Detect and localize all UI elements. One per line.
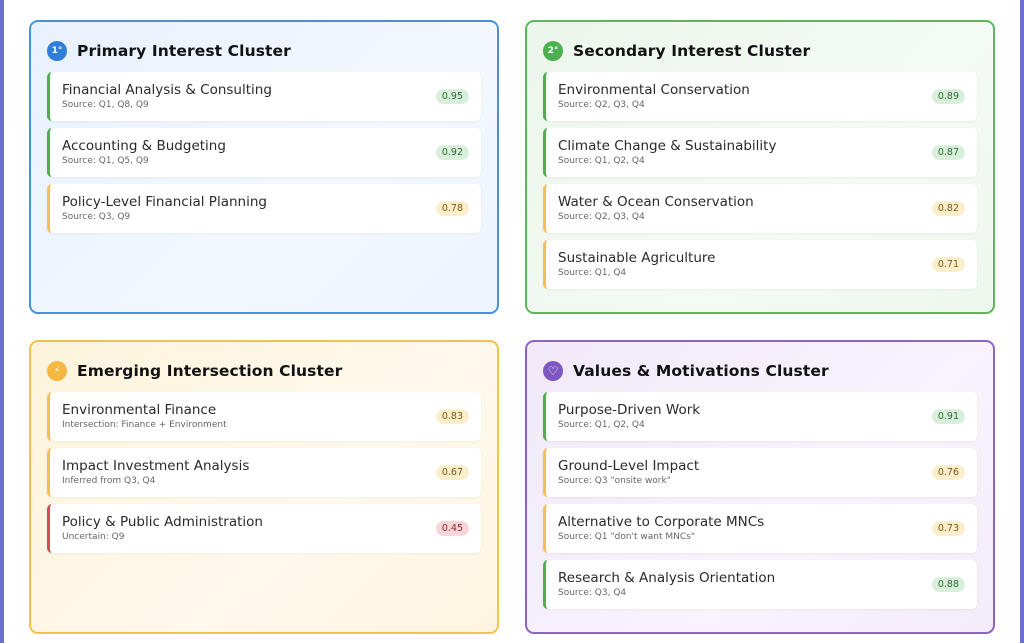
list-item[interactable]: Alternative to Corporate MNCs Source: Q1…: [543, 504, 977, 553]
score-badge: 0.92: [435, 145, 469, 160]
list-item[interactable]: Environmental Finance Intersection: Fina…: [47, 392, 481, 441]
item-source: Inferred from Q3, Q4: [62, 476, 156, 486]
item-title: Impact Investment Analysis: [62, 458, 250, 474]
list-item[interactable]: Financial Analysis & Consulting Source: …: [47, 72, 481, 121]
score-badge: 0.87: [931, 145, 965, 160]
item-source: Source: Q1, Q4: [558, 268, 627, 278]
list-item[interactable]: Research & Analysis Orientation Source: …: [543, 560, 977, 609]
item-title: Environmental Conservation: [558, 82, 750, 98]
list-item[interactable]: Water & Ocean Conservation Source: Q2, Q…: [543, 184, 977, 233]
score-badge: 0.95: [435, 89, 469, 104]
item-title: Water & Ocean Conservation: [558, 194, 754, 210]
item-source: Source: Q3, Q9: [62, 212, 131, 222]
primary-rank-badge: 1°: [47, 41, 67, 61]
card-header: 2° Secondary Interest Cluster: [543, 39, 977, 63]
score-badge: 0.89: [931, 89, 965, 104]
values-motivations-cluster-card: ♡ Values & Motivations Cluster Purpose-D…: [525, 340, 995, 634]
list-item[interactable]: Policy-Level Financial Planning Source: …: [47, 184, 481, 233]
list-item[interactable]: Purpose-Driven Work Source: Q1, Q2, Q4 0…: [543, 392, 977, 441]
card-header: 1° Primary Interest Cluster: [47, 39, 481, 63]
score-badge: 0.82: [931, 201, 965, 216]
score-badge: 0.45: [435, 521, 469, 536]
list-item[interactable]: Sustainable Agriculture Source: Q1, Q4 0…: [543, 240, 977, 289]
list-item[interactable]: Environmental Conservation Source: Q2, Q…: [543, 72, 977, 121]
item-source: Uncertain: Q9: [62, 532, 125, 542]
list-item[interactable]: Impact Investment Analysis Inferred from…: [47, 448, 481, 497]
item-source: Intersection: Finance + Environment: [62, 420, 227, 430]
list-item[interactable]: Ground-Level Impact Source: Q3 "onsite w…: [543, 448, 977, 497]
item-source: Source: Q3 "onsite work": [558, 476, 671, 486]
item-title: Accounting & Budgeting: [62, 138, 226, 154]
list-item[interactable]: Policy & Public Administration Uncertain…: [47, 504, 481, 553]
item-source: Source: Q3, Q4: [558, 588, 627, 598]
item-title: Purpose-Driven Work: [558, 402, 701, 418]
list-item[interactable]: Climate Change & Sustainability Source: …: [543, 128, 977, 177]
lightning-icon: ⚡: [47, 361, 67, 381]
score-badge: 0.67: [435, 465, 469, 480]
list-item[interactable]: Accounting & Budgeting Source: Q1, Q5, Q…: [47, 128, 481, 177]
item-title: Environmental Finance: [62, 402, 217, 418]
score-badge: 0.71: [931, 257, 965, 272]
score-badge: 0.76: [931, 465, 965, 480]
card-title: Secondary Interest Cluster: [573, 42, 811, 60]
secondary-interest-cluster-card: 2° Secondary Interest Cluster Environmen…: [525, 20, 995, 314]
score-badge: 0.73: [931, 521, 965, 536]
primary-interest-cluster-card: 1° Primary Interest Cluster Financial An…: [29, 20, 499, 314]
page: 1° Primary Interest Cluster Financial An…: [4, 0, 1020, 643]
card-title: Primary Interest Cluster: [77, 42, 291, 60]
item-title: Climate Change & Sustainability: [558, 138, 777, 154]
item-source: Source: Q1, Q5, Q9: [62, 156, 149, 166]
score-badge: 0.91: [931, 409, 965, 424]
item-source: Source: Q1 "don't want MNCs": [558, 532, 695, 542]
secondary-rank-badge: 2°: [543, 41, 563, 61]
score-badge: 0.78: [435, 201, 469, 216]
item-title: Financial Analysis & Consulting: [62, 82, 272, 98]
item-source: Source: Q2, Q3, Q4: [558, 212, 645, 222]
item-source: Source: Q1, Q2, Q4: [558, 420, 645, 430]
item-title: Research & Analysis Orientation: [558, 570, 776, 586]
item-title: Ground-Level Impact: [558, 458, 700, 474]
item-source: Source: Q2, Q3, Q4: [558, 100, 645, 110]
card-header: ⚡ Emerging Intersection Cluster: [47, 359, 481, 383]
card-title: Values & Motivations Cluster: [573, 362, 829, 380]
item-title: Sustainable Agriculture: [558, 250, 716, 266]
score-badge: 0.83: [435, 409, 469, 424]
item-title: Alternative to Corporate MNCs: [558, 514, 765, 530]
card-title: Emerging Intersection Cluster: [77, 362, 343, 380]
item-source: Source: Q1, Q8, Q9: [62, 100, 149, 110]
emerging-intersection-cluster-card: ⚡ Emerging Intersection Cluster Environm…: [29, 340, 499, 634]
card-header: ♡ Values & Motivations Cluster: [543, 359, 977, 383]
item-title: Policy & Public Administration: [62, 514, 263, 530]
score-badge: 0.88: [931, 577, 965, 592]
heart-icon: ♡: [543, 361, 563, 381]
item-source: Source: Q1, Q2, Q4: [558, 156, 645, 166]
item-title: Policy-Level Financial Planning: [62, 194, 267, 210]
